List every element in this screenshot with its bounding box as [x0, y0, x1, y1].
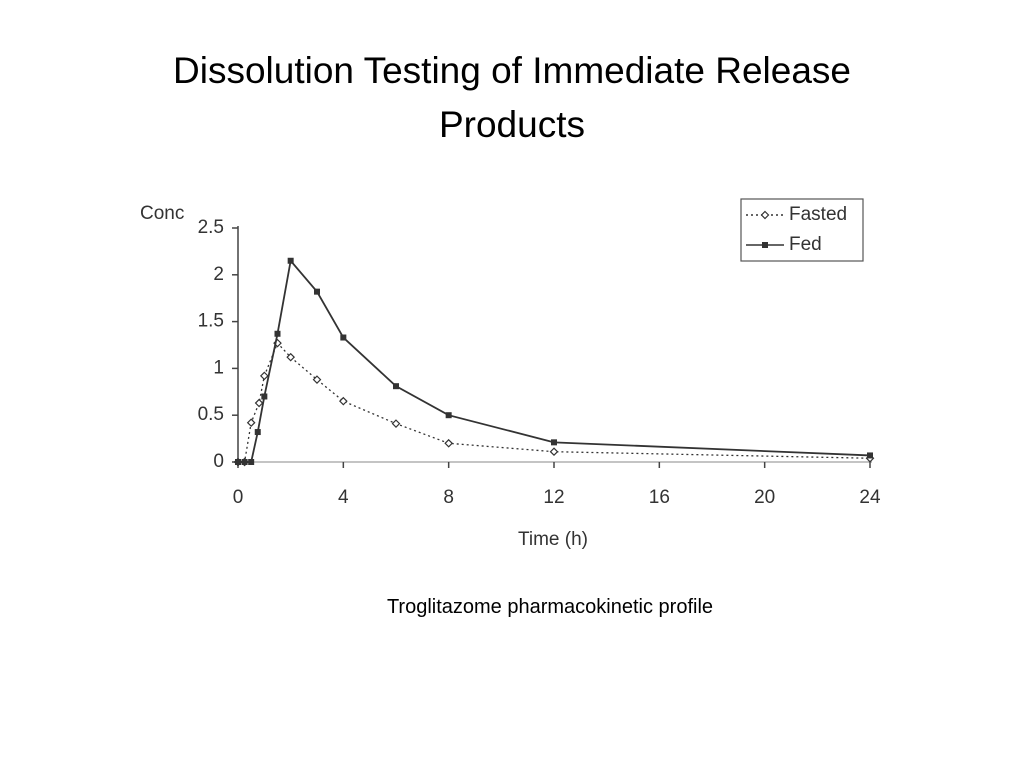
y-tick-label: 2: [213, 264, 224, 285]
legend-label: Fasted: [789, 204, 847, 225]
marker: [286, 352, 296, 362]
x-tick-label: 12: [543, 487, 564, 508]
marker: [274, 330, 281, 337]
marker: [338, 396, 348, 406]
marker: [259, 371, 269, 381]
legend-marker: [760, 210, 770, 220]
marker: [287, 257, 294, 264]
marker: [248, 459, 255, 465]
marker: [261, 393, 268, 400]
y-tick-label: 1.5: [198, 311, 224, 332]
marker: [246, 418, 256, 428]
marker: [312, 375, 322, 384]
legend-label: Fed: [789, 234, 822, 255]
marker: [391, 419, 401, 428]
marker: [314, 288, 320, 295]
y-tick-label: 2.5: [198, 217, 224, 238]
marker: [445, 412, 452, 419]
x-tick-label: 20: [754, 487, 775, 508]
chart: Conc Time (h) 0 0.5 1 1.5 2 2.5 0 4 8 12 16 20 24 Fas…: [140, 198, 881, 550]
marker: [235, 459, 241, 465]
x-tick-label: 24: [859, 487, 881, 508]
marker: [444, 438, 454, 448]
y-tick-label: 0.5: [198, 404, 224, 425]
x-tick-label: 8: [443, 487, 454, 508]
x-axis-label: Time (h): [518, 529, 588, 550]
y-tick-label: 0: [213, 451, 224, 472]
x-tick-label: 16: [649, 487, 670, 508]
slide-title: Dissolution Testing of Immediate Release…: [173, 50, 851, 145]
marker: [393, 383, 399, 390]
series-line: [238, 258, 871, 463]
y-axis-label: Conc: [140, 203, 184, 224]
caption: Troglitazome pharmacokinetic profile: [386, 596, 714, 618]
marker: [241, 459, 248, 465]
marker: [551, 439, 557, 446]
marker: [867, 452, 873, 459]
legend-box: [740, 198, 864, 262]
x-tick-label: 0: [233, 487, 244, 508]
marker: [340, 334, 347, 341]
marker: [254, 398, 264, 408]
marker: [549, 447, 559, 457]
legend-marker: [762, 242, 768, 248]
y-tick-label: 1: [213, 357, 224, 378]
marker: [254, 429, 261, 436]
x-tick-label: 4: [338, 487, 349, 508]
